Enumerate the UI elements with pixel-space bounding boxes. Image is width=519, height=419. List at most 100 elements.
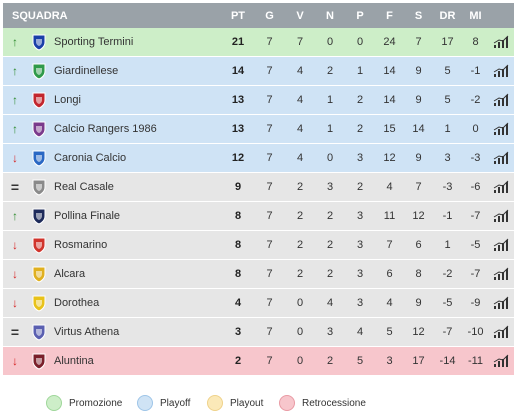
team-name[interactable]: Longi — [54, 94, 81, 106]
cell-n: 1 — [315, 85, 345, 115]
team-cell[interactable]: Sporting Termini — [27, 28, 222, 57]
trend-cell: ↓ — [3, 288, 27, 318]
team-cell[interactable]: Caronia Calcio — [27, 143, 222, 173]
table-row[interactable]: ↓ Rosmarino 8 7 2 2 3 7 6 1 -5 — [3, 230, 514, 260]
stats-cell[interactable] — [489, 85, 514, 115]
arrow-down-icon: ↓ — [12, 296, 18, 310]
cell-p: 2 — [345, 85, 375, 115]
stats-chart-icon[interactable] — [493, 325, 510, 339]
team-name[interactable]: Calcio Rangers 1986 — [54, 123, 157, 135]
header-p[interactable]: P — [345, 3, 375, 28]
team-name[interactable]: Real Casale — [54, 181, 114, 193]
table-row[interactable]: ↑ Pollina Finale 8 7 2 2 3 11 12 -1 -7 — [3, 201, 514, 231]
team-cell[interactable]: Alcara — [27, 259, 222, 289]
stats-chart-icon[interactable] — [493, 64, 510, 78]
stats-cell[interactable] — [489, 288, 514, 318]
team-cell[interactable]: Pollina Finale — [27, 201, 222, 231]
cell-pt: 4 — [222, 288, 254, 318]
cell-s: 14 — [404, 114, 433, 144]
table-row[interactable]: ↓ Alcara 8 7 2 2 3 6 8 -2 -7 — [3, 259, 514, 289]
team-name[interactable]: Dorothea — [54, 297, 100, 309]
header-f[interactable]: F — [375, 3, 404, 28]
stats-chart-icon[interactable] — [493, 296, 510, 310]
stats-cell[interactable] — [489, 56, 514, 86]
table-row[interactable]: = Real Casale 9 7 2 3 2 4 7 -3 -6 — [3, 172, 514, 202]
team-cell[interactable]: Virtus Athena — [27, 317, 222, 347]
table-row[interactable]: = Virtus Athena 3 7 0 3 4 5 12 -7 -10 — [3, 317, 514, 347]
cell-p: 4 — [345, 317, 375, 347]
cell-p: 2 — [345, 114, 375, 144]
cell-v: 0 — [285, 288, 315, 318]
cell-dr: 17 — [433, 28, 462, 57]
team-name[interactable]: Giardinellese — [54, 65, 119, 77]
team-cell[interactable]: Dorothea — [27, 288, 222, 318]
cell-mi: -7 — [462, 259, 489, 289]
header-g[interactable]: G — [254, 3, 285, 28]
team-name[interactable]: Aluntina — [54, 355, 94, 367]
team-name[interactable]: Rosmarino — [54, 239, 108, 251]
stats-cell[interactable] — [489, 317, 514, 347]
stats-chart-icon[interactable] — [493, 238, 510, 252]
stats-chart-icon[interactable] — [493, 209, 510, 223]
table-row[interactable]: ↑ Calcio Rangers 1986 13 7 4 1 2 15 14 1 0 — [3, 114, 514, 144]
stats-chart-icon[interactable] — [493, 122, 510, 136]
header-dr[interactable]: DR — [433, 3, 462, 28]
stats-chart-icon[interactable] — [493, 354, 510, 368]
stats-cell[interactable] — [489, 230, 514, 260]
header-team[interactable]: SQUADRA — [3, 3, 222, 28]
cell-f: 12 — [375, 143, 404, 173]
table-row[interactable]: ↓ Aluntina 2 7 0 2 5 3 17 -14 -11 — [3, 346, 514, 376]
table-row[interactable]: ↓ Caronia Calcio 12 7 4 0 3 12 9 3 -3 — [3, 143, 514, 173]
table-row[interactable]: ↑ Sporting Termini 21 7 7 0 0 24 7 17 8 — [3, 28, 514, 57]
team-cell[interactable]: Real Casale — [27, 172, 222, 202]
stats-cell[interactable] — [489, 172, 514, 202]
team-cell[interactable]: Rosmarino — [27, 230, 222, 260]
cell-dr: 1 — [433, 230, 462, 260]
cell-f: 15 — [375, 114, 404, 144]
stats-cell[interactable] — [489, 28, 514, 57]
team-name[interactable]: Pollina Finale — [54, 210, 121, 222]
stats-chart-icon[interactable] — [493, 267, 510, 281]
cell-g: 7 — [254, 85, 285, 115]
team-cell[interactable]: Aluntina — [27, 346, 222, 376]
header-pt[interactable]: PT — [222, 3, 254, 28]
stats-cell[interactable] — [489, 143, 514, 173]
stats-cell[interactable] — [489, 114, 514, 144]
team-cell[interactable]: Giardinellese — [27, 56, 222, 86]
team-logo-icon — [32, 150, 46, 167]
team-name[interactable]: Caronia Calcio — [54, 152, 127, 164]
cell-pt: 8 — [222, 201, 254, 231]
trend-cell: ↑ — [3, 201, 27, 231]
table-row[interactable]: ↓ Dorothea 4 7 0 4 3 4 9 -5 -9 — [3, 288, 514, 318]
team-cell[interactable]: Calcio Rangers 1986 — [27, 114, 222, 144]
table-row[interactable]: ↑ Longi 13 7 4 1 2 14 9 5 -2 — [3, 85, 514, 115]
team-logo-icon — [32, 295, 46, 312]
stats-chart-icon[interactable] — [493, 180, 510, 194]
team-name[interactable]: Alcara — [54, 268, 86, 280]
trend-cell: = — [3, 172, 27, 202]
cell-p: 0 — [345, 28, 375, 57]
cell-v: 7 — [285, 28, 315, 57]
stats-cell[interactable] — [489, 346, 514, 376]
cell-n: 2 — [315, 259, 345, 289]
stats-chart-icon[interactable] — [493, 35, 510, 49]
stats-chart-icon[interactable] — [493, 93, 510, 107]
stats-cell[interactable] — [489, 201, 514, 231]
cell-g: 7 — [254, 317, 285, 347]
team-name[interactable]: Sporting Termini — [54, 36, 134, 48]
team-name[interactable]: Virtus Athena — [54, 326, 120, 338]
cell-g: 7 — [254, 259, 285, 289]
trend-cell: ↓ — [3, 230, 27, 260]
team-logo-icon — [32, 266, 46, 283]
header-mi[interactable]: MI — [462, 3, 489, 28]
team-cell[interactable]: Longi — [27, 85, 222, 115]
cell-mi: 0 — [462, 114, 489, 144]
stats-cell[interactable] — [489, 259, 514, 289]
header-v[interactable]: V — [285, 3, 315, 28]
table-row[interactable]: ↑ Giardinellese 14 7 4 2 1 14 9 5 -1 — [3, 56, 514, 86]
header-n[interactable]: N — [315, 3, 345, 28]
cell-dr: -2 — [433, 259, 462, 289]
stats-chart-icon[interactable] — [493, 151, 510, 165]
team-logo-icon — [32, 92, 46, 109]
header-s[interactable]: S — [404, 3, 433, 28]
